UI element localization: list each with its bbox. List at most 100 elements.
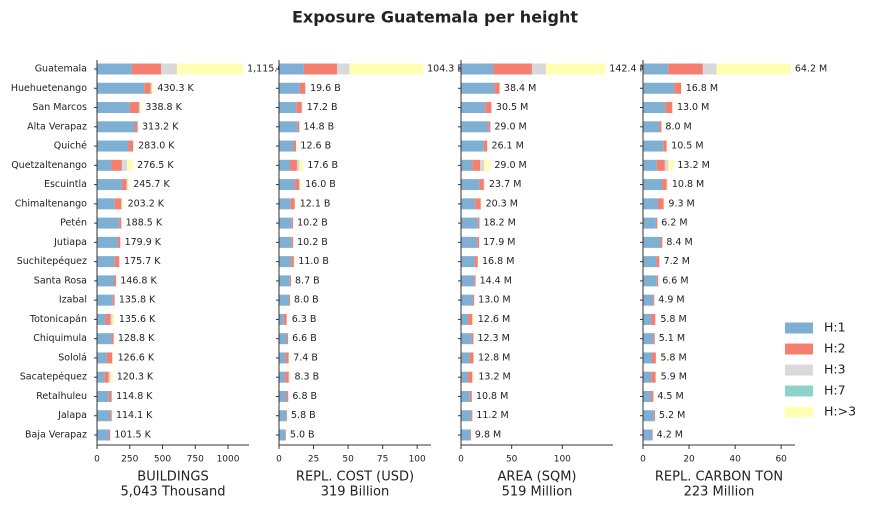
bar-segment (114, 198, 122, 210)
bar-segment (461, 256, 475, 268)
bar-segment (286, 410, 288, 422)
bar-segment (105, 313, 111, 325)
bar-segment (294, 198, 296, 210)
total-label: 188.5 K (126, 218, 163, 229)
total-label: 179.9 K (125, 237, 162, 248)
bar-segment (300, 179, 302, 191)
x-tick-label: 0 (94, 455, 100, 465)
bar-segment (461, 275, 475, 287)
category-label: Quetzaltenango (11, 160, 87, 171)
bar-segment (643, 333, 654, 345)
x-axis-label: BUILDINGS (137, 470, 208, 485)
bar-segment (97, 236, 118, 248)
bar-segment (97, 82, 145, 94)
bar-segment (483, 140, 488, 152)
total-label: 175.7 K (124, 256, 161, 267)
bar-segment (97, 198, 115, 210)
bar-segment (290, 198, 295, 210)
total-label: 6.2 M (661, 218, 687, 229)
total-label: 338.8 K (145, 102, 182, 113)
bar-segment (296, 159, 300, 171)
bar-segment (279, 410, 287, 422)
bar-segment (471, 410, 473, 422)
total-label: 430.3 K (157, 83, 194, 94)
bar-segment (485, 102, 492, 114)
bar-segment (291, 217, 293, 229)
category-label: Suchitepéquez (17, 256, 87, 267)
bar-segment (643, 217, 656, 229)
bar-segment (106, 352, 113, 364)
total-label: 10.2 B (297, 218, 328, 229)
bar-segment (484, 159, 491, 171)
bar-segment (461, 82, 495, 94)
total-label: 29.0 M (494, 121, 526, 132)
bar-segment (493, 63, 532, 75)
bar-segment (664, 159, 669, 171)
total-label: 30.5 M (496, 102, 528, 113)
bar-segment (121, 198, 123, 210)
bar-segment (461, 198, 476, 210)
total-label: 6.8 B (292, 391, 317, 402)
bar-segment (643, 390, 652, 402)
x-tick-label: 40 (729, 455, 741, 465)
bar-segment (140, 102, 142, 114)
bar-segment (702, 63, 717, 75)
total-label: 1,115.6 K (247, 64, 293, 75)
x-axis-label: 223 Million (684, 485, 755, 500)
bar-segment (97, 352, 107, 364)
bar-segment (643, 275, 657, 287)
bar-segment (97, 410, 111, 422)
chart-title: Exposure Guatemala per height (292, 8, 578, 27)
bar-segment (643, 410, 654, 422)
total-label: 17.9 M (483, 237, 515, 248)
bar-segment (461, 140, 484, 152)
bar-segment (301, 102, 303, 114)
category-label: Alta Verapaz (27, 121, 87, 132)
x-tick-label: 60 (775, 455, 787, 465)
total-label: 8.0 B (294, 295, 319, 306)
bar-segment (114, 256, 120, 268)
total-label: 135.8 K (119, 295, 156, 306)
category-label: Huehuetenango (11, 83, 87, 94)
bar-segment (655, 371, 657, 383)
bar-segment (643, 256, 657, 268)
bar-segment (295, 198, 296, 210)
total-label: 5.9 M (661, 372, 687, 383)
category-label: Jutiapa (53, 237, 87, 248)
category-label: Sololá (58, 352, 87, 363)
bar-segment (286, 313, 288, 325)
bar-segment (289, 275, 292, 287)
x-tick-label: 100 (409, 455, 426, 465)
bar-segment (127, 179, 130, 191)
bar-segment (651, 352, 656, 364)
bar-segment (468, 313, 473, 325)
total-label: 18.2 M (483, 218, 515, 229)
total-label: 245.7 K (133, 179, 170, 190)
total-label: 16.0 B (305, 179, 336, 190)
bar-segment (716, 63, 791, 75)
bar-segment (279, 121, 298, 133)
bar-segment (293, 140, 296, 152)
total-label: 283.0 K (138, 141, 175, 152)
bar-segment (461, 429, 471, 441)
legend-swatch (785, 385, 813, 397)
bar-segment (127, 159, 134, 171)
total-label: 64.2 M (795, 64, 827, 75)
bar-segment (643, 140, 664, 152)
x-tick-label: 250 (121, 455, 138, 465)
bar-segment (288, 294, 291, 306)
x-tick-label: 750 (187, 455, 204, 465)
bar-segment (643, 179, 663, 191)
bar-segment (290, 159, 297, 171)
total-label: 16.8 M (482, 256, 514, 267)
bar-segment (349, 63, 424, 75)
bar-segment (470, 429, 471, 441)
bar-segment (461, 390, 470, 402)
bar-segment (279, 179, 295, 191)
bar-segment (461, 121, 489, 133)
total-label: 12.8 M (478, 352, 510, 363)
bar-segment (287, 313, 288, 325)
bar-segment (662, 179, 667, 191)
bar-segment (111, 159, 122, 171)
x-axis-label: 519 Million (502, 485, 573, 500)
